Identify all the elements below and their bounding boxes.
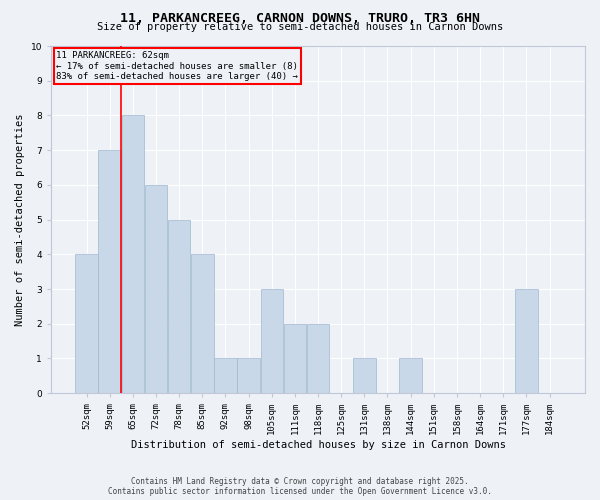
Bar [214, 358, 236, 393]
Bar [400, 358, 422, 393]
Text: Contains HM Land Registry data © Crown copyright and database right 2025.
Contai: Contains HM Land Registry data © Crown c… [108, 476, 492, 496]
Bar [98, 150, 121, 393]
Bar [191, 254, 214, 393]
Bar [145, 185, 167, 393]
X-axis label: Distribution of semi-detached houses by size in Carnon Downs: Distribution of semi-detached houses by … [131, 440, 506, 450]
Text: Size of property relative to semi-detached houses in Carnon Downs: Size of property relative to semi-detach… [97, 22, 503, 32]
Bar [307, 324, 329, 393]
Y-axis label: Number of semi-detached properties: Number of semi-detached properties [15, 114, 25, 326]
Bar [353, 358, 376, 393]
Bar [284, 324, 306, 393]
Bar [260, 289, 283, 393]
Bar [515, 289, 538, 393]
Text: 11, PARKANCREEG, CARNON DOWNS, TRURO, TR3 6HN: 11, PARKANCREEG, CARNON DOWNS, TRURO, TR… [120, 12, 480, 26]
Bar [122, 116, 144, 393]
Bar [238, 358, 260, 393]
Text: 11 PARKANCREEG: 62sqm
← 17% of semi-detached houses are smaller (8)
83% of semi-: 11 PARKANCREEG: 62sqm ← 17% of semi-deta… [56, 51, 298, 81]
Bar [168, 220, 190, 393]
Bar [76, 254, 98, 393]
